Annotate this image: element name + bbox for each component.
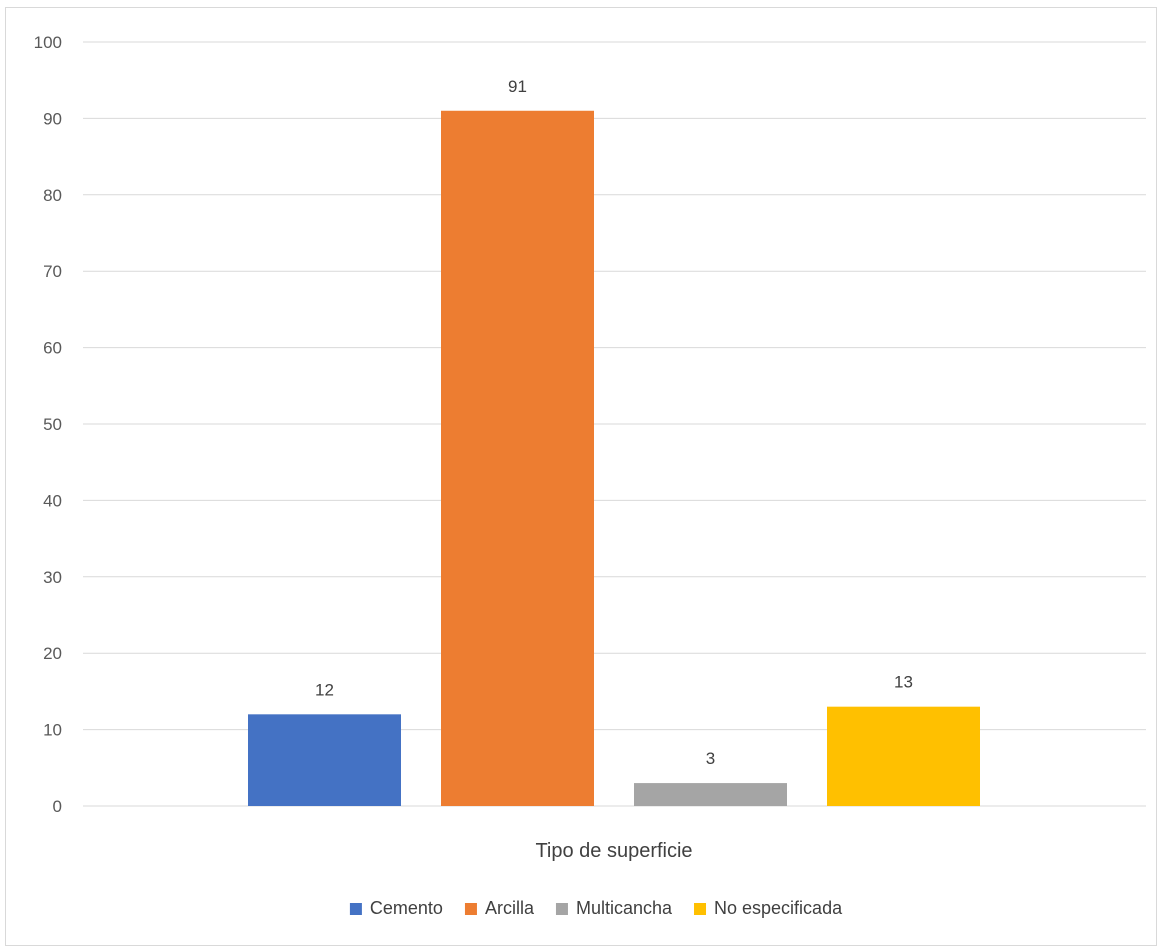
bar-no-especificada <box>827 706 980 806</box>
y-tick-label: 50 <box>43 415 62 434</box>
legend-item: Multicancha <box>555 898 673 918</box>
legend-item: No especificada <box>694 898 843 918</box>
bar-arcilla <box>441 110 594 806</box>
y-tick-label: 10 <box>43 721 62 740</box>
y-tick-label: 60 <box>43 339 62 358</box>
bar-multicancha <box>634 783 787 806</box>
data-label: 3 <box>706 749 715 768</box>
y-tick-label: 90 <box>43 109 62 128</box>
legend-swatch <box>464 903 477 915</box>
y-tick-label: 20 <box>43 644 62 663</box>
legend-swatch <box>555 903 568 915</box>
legend-item: Arcilla <box>464 898 535 918</box>
legend-label: Cemento <box>370 898 443 918</box>
y-tick-label: 100 <box>34 33 62 52</box>
data-labels: 12 91 3 13 <box>315 77 913 768</box>
data-label: 13 <box>894 673 913 692</box>
legend-label: Multicancha <box>576 898 673 918</box>
bar-cemento <box>248 714 401 806</box>
legend-swatch <box>694 903 707 915</box>
y-tick-label: 40 <box>43 491 62 510</box>
legend-label: No especificada <box>714 898 843 918</box>
y-axis-ticks: 0 10 20 30 40 50 60 70 80 90 100 <box>34 33 62 816</box>
y-tick-label: 80 <box>43 186 62 205</box>
y-tick-label: 70 <box>43 262 62 281</box>
data-label: 91 <box>508 77 527 96</box>
gridlines <box>83 41 1146 807</box>
legend-label: Arcilla <box>485 898 535 918</box>
y-tick-label: 0 <box>53 797 62 816</box>
legend-item: Cemento <box>349 898 443 918</box>
bars <box>248 110 980 806</box>
legend: Cemento Arcilla Multicancha No especificada <box>349 898 843 918</box>
y-tick-label: 30 <box>43 568 62 587</box>
data-label: 12 <box>315 680 334 699</box>
legend-swatch <box>349 903 362 915</box>
x-axis-title: Tipo de superficie <box>535 840 692 862</box>
